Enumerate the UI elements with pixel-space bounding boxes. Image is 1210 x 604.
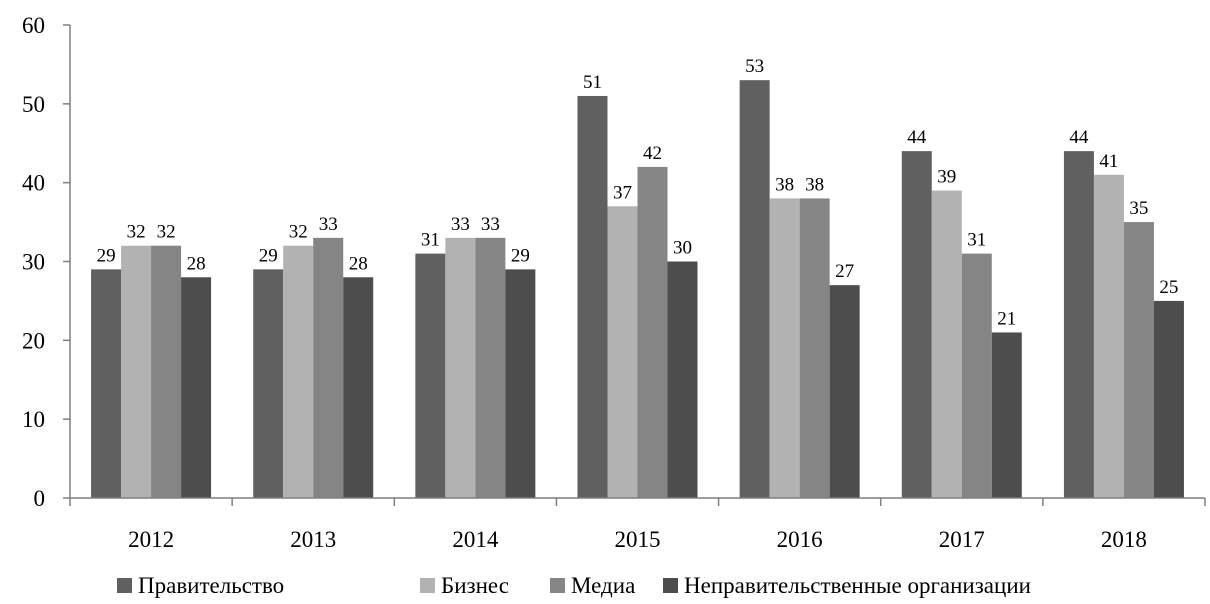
bar (799, 198, 830, 498)
legend-label: Медиа (571, 573, 635, 598)
data-labels: 29 32 32 28 29 32 33 28 31 33 33 29 51 37 42 30 53 38 38 27… (97, 56, 1179, 329)
data-label: 21 (997, 308, 1016, 329)
x-tick-label: 2016 (777, 527, 823, 552)
y-tick-label: 50 (22, 92, 45, 117)
y-axis-ticks: 0 10 20 30 40 50 60 (22, 13, 70, 511)
data-label: 32 (157, 222, 176, 243)
legend-label: Бизнес (441, 573, 509, 598)
data-label: 53 (745, 56, 764, 77)
bar (475, 237, 506, 498)
data-label: 38 (805, 174, 824, 195)
bar (961, 253, 992, 498)
x-tick-label: 2014 (452, 527, 499, 552)
legend-swatch (663, 578, 678, 593)
bar (1093, 174, 1124, 499)
legend-label: Неправительственные организации (684, 573, 1031, 598)
bar (829, 285, 860, 498)
y-tick-label: 60 (22, 13, 45, 38)
bar (769, 198, 800, 498)
bar (151, 245, 182, 498)
y-tick-label: 40 (22, 171, 45, 196)
y-tick-label: 30 (22, 250, 45, 275)
data-label: 39 (937, 167, 956, 188)
data-label: 42 (643, 143, 662, 164)
data-label: 31 (967, 230, 986, 251)
data-label: 32 (289, 222, 308, 243)
bar (667, 261, 698, 498)
legend-swatch (550, 578, 565, 593)
x-tick-label: 2015 (615, 527, 661, 552)
data-label: 31 (421, 230, 440, 251)
data-label: 25 (1159, 277, 1178, 298)
axes (69, 25, 1206, 506)
x-tick-label: 2018 (1101, 527, 1147, 552)
x-axis-labels: 2012 2013 2014 2015 2016 2017 2018 (128, 527, 1147, 552)
bar (253, 269, 284, 498)
bar (181, 277, 212, 498)
x-tick-label: 2017 (939, 527, 985, 552)
bar (637, 166, 668, 498)
bar (505, 269, 536, 498)
bar (283, 245, 314, 498)
bar (739, 80, 770, 498)
bar (1153, 300, 1184, 498)
x-tick-label: 2012 (128, 527, 174, 552)
data-label: 33 (319, 214, 338, 235)
data-label: 33 (481, 214, 500, 235)
bar (415, 253, 446, 498)
bar (91, 269, 122, 498)
data-label: 44 (907, 127, 927, 148)
data-label: 33 (451, 214, 470, 235)
legend-swatch (420, 578, 435, 593)
bar (607, 206, 638, 499)
data-label: 38 (775, 174, 794, 195)
data-label: 35 (1129, 198, 1148, 219)
y-tick-label: 20 (22, 328, 45, 353)
data-label: 28 (187, 253, 206, 274)
data-label: 29 (511, 245, 530, 266)
x-tick-label: 2013 (290, 527, 336, 552)
bar (343, 277, 374, 498)
bar (313, 237, 344, 498)
bar (931, 190, 962, 499)
data-label: 51 (583, 72, 602, 93)
data-label: 30 (673, 238, 692, 259)
legend-label: Правительство (138, 573, 284, 598)
data-label: 27 (835, 261, 854, 282)
bar (1123, 222, 1154, 499)
bar-series (91, 80, 1184, 499)
bar (1063, 151, 1094, 498)
bar (445, 237, 476, 498)
y-tick-label: 10 (22, 407, 45, 432)
bar (121, 245, 152, 498)
data-label: 41 (1099, 151, 1118, 172)
legend: Правительство Бизнес Медиа Неправительствен… (117, 573, 1031, 598)
bar (901, 151, 932, 498)
data-label: 44 (1069, 127, 1089, 148)
bar (577, 95, 608, 498)
y-tick-label: 0 (34, 486, 46, 511)
data-label: 29 (259, 245, 278, 266)
data-label: 29 (97, 245, 116, 266)
data-label: 32 (127, 222, 146, 243)
data-label: 37 (613, 182, 632, 203)
bar (991, 332, 1022, 498)
legend-swatch (117, 578, 132, 593)
data-label: 28 (349, 253, 368, 274)
